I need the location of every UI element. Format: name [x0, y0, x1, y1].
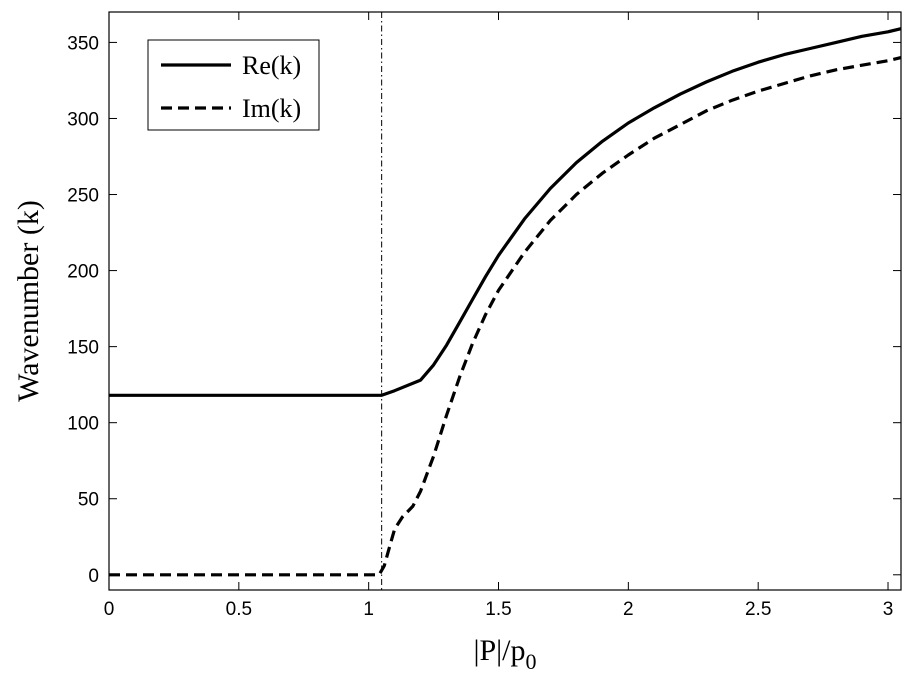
y-tick-label: 150: [67, 338, 99, 359]
series-line-im-k: [109, 56, 902, 577]
x-axis-label: |P|/p0: [473, 634, 536, 674]
x-tick-label: 0.5: [226, 599, 252, 620]
y-tick-label: 50: [78, 490, 99, 511]
y-tick-label: 350: [67, 33, 99, 54]
series-line-re-k: [109, 27, 902, 397]
plot-area: [108, 11, 902, 591]
axis-ticks: [108, 12, 901, 590]
x-axis-label-main: |P|/p: [473, 634, 525, 667]
legend-box: [147, 39, 320, 131]
y-tick-label: 250: [67, 186, 99, 207]
x-tick-label: 2.5: [745, 599, 771, 620]
x-tick-label: 3: [883, 599, 894, 620]
y-tick-label: 200: [67, 262, 99, 283]
series-layer: [109, 27, 902, 577]
legend-label-re: Re(k): [242, 51, 301, 80]
y-axis-label: Wavenumber (k): [12, 200, 45, 402]
x-tick-label: 1: [363, 599, 374, 620]
axes-frame: [108, 11, 902, 591]
y-tick-label: 100: [67, 414, 99, 435]
y-tick-label: 300: [67, 109, 99, 130]
x-tick-label: 0: [104, 599, 115, 620]
tick-labels: 0 0.5 1 1.5 2 2.5 3 0 50 100 150 200 250 300 350: [67, 33, 893, 620]
legend: Re(k) Im(k): [147, 39, 320, 131]
legend-label-im: Im(k): [242, 94, 301, 123]
x-axis-label-subscript: 0: [526, 649, 537, 674]
x-tick-label: 1.5: [485, 599, 511, 620]
y-tick-label: 0: [88, 566, 99, 587]
x-tick-label: 2: [623, 599, 634, 620]
